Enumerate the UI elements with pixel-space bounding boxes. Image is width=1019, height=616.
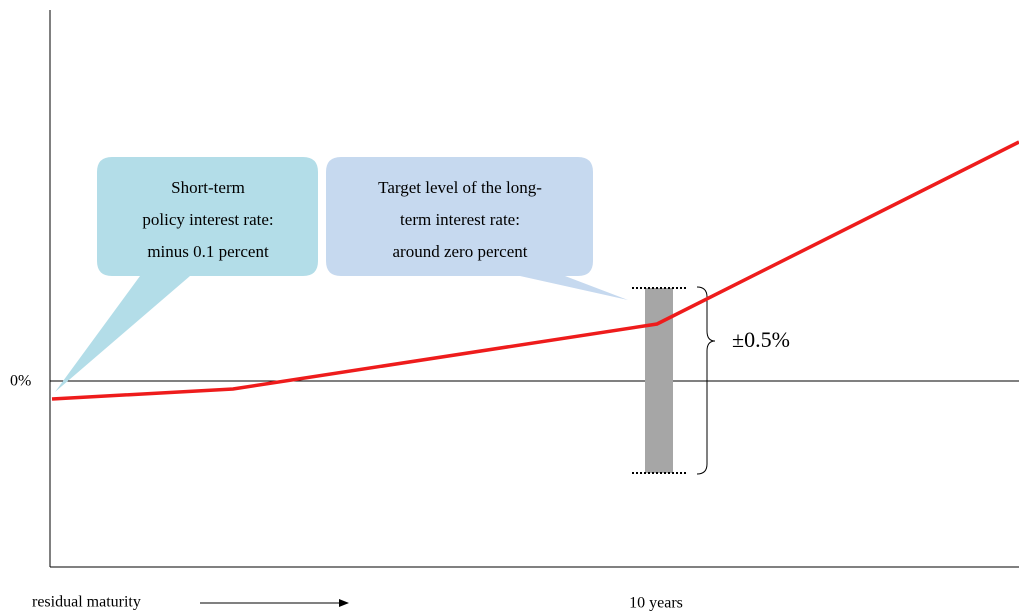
callout-text: Short-term bbox=[171, 178, 245, 197]
x-marker-label: 10 years bbox=[629, 595, 683, 612]
callout-text: policy interest rate: bbox=[142, 210, 273, 229]
callout-text: Target level of the long- bbox=[378, 178, 542, 197]
zero-label: 0% bbox=[10, 373, 31, 390]
callout-bubble bbox=[55, 157, 318, 392]
bracket bbox=[696, 286, 716, 475]
band-label: ±0.5% bbox=[732, 327, 790, 352]
callout-text: minus 0.1 percent bbox=[147, 242, 269, 261]
x-axis-label: residual maturity bbox=[32, 594, 141, 611]
yield-curve bbox=[51, 140, 1019, 401]
target-band bbox=[645, 288, 673, 473]
callout-text: around zero percent bbox=[393, 242, 528, 261]
callout-bubble bbox=[326, 157, 628, 300]
callout-text: term interest rate: bbox=[400, 210, 520, 229]
